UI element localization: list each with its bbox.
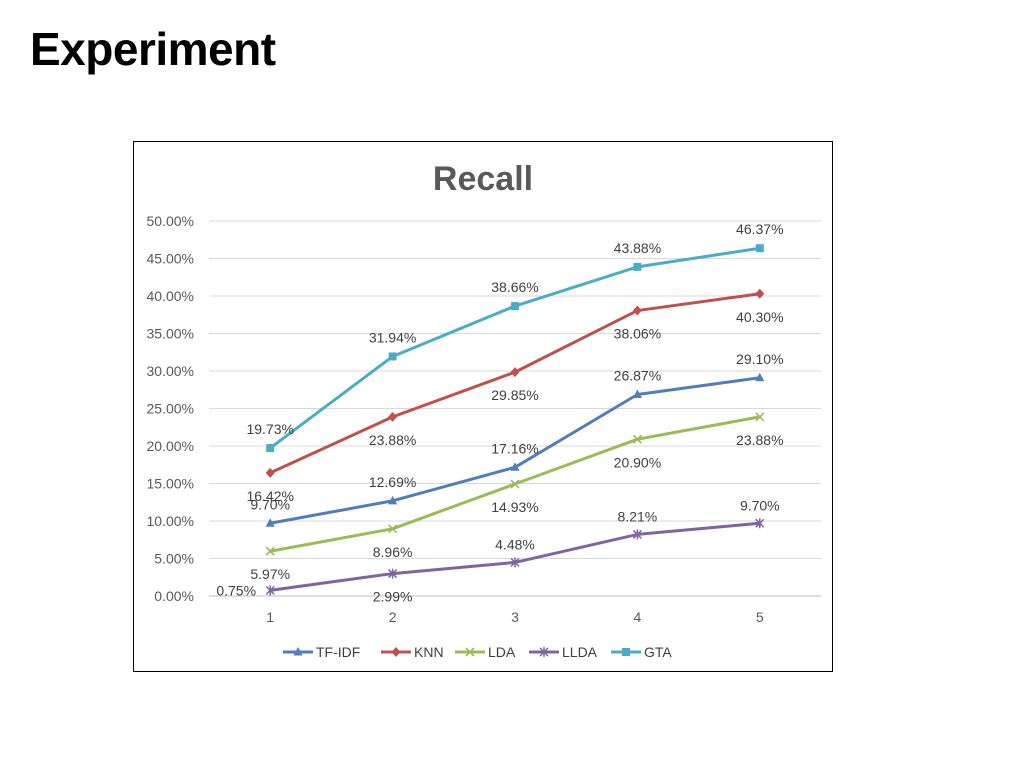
y-tick-label: 0.00% — [154, 588, 194, 604]
data-label-tf-idf: 12.69% — [369, 474, 416, 490]
data-point-knn — [388, 411, 398, 422]
data-point-tf-idf — [510, 462, 520, 471]
data-label-knn: 16.42% — [246, 488, 293, 504]
data-label-gta: 19.73% — [246, 421, 293, 437]
data-label-knn: 38.06% — [614, 326, 661, 342]
data-label-knn: 23.88% — [369, 432, 416, 448]
series-llda — [265, 518, 765, 596]
y-tick-label: 5.00% — [154, 551, 194, 567]
data-label-tf-idf: 9.70% — [250, 496, 290, 512]
legend-label: KNN — [414, 644, 444, 660]
data-label-gta: 31.94% — [369, 329, 416, 345]
data-label-tf-idf: 17.16% — [491, 440, 538, 456]
y-tick-label: 10.00% — [147, 513, 194, 529]
x-tick-label: 5 — [756, 609, 764, 625]
legend-marker — [391, 647, 401, 657]
data-point-llda — [510, 557, 520, 568]
series-lda — [265, 412, 765, 556]
data-point-tf-idf — [755, 372, 765, 382]
y-tick-label: 40.00% — [147, 288, 194, 304]
data-point-lda — [510, 479, 520, 489]
data-point-tf-idf — [632, 389, 642, 398]
legend-marker — [539, 647, 549, 657]
x-tick-label: 2 — [389, 609, 397, 625]
data-point-gta — [633, 262, 642, 271]
y-tick-label: 30.00% — [147, 363, 194, 379]
data-label-tf-idf: 26.87% — [614, 367, 661, 383]
slide-title: Experiment — [30, 23, 276, 75]
legend-item-tf-idf: TF-IDF — [283, 644, 360, 660]
y-tick-label: 15.00% — [147, 476, 194, 492]
y-tick-label: 35.00% — [147, 326, 194, 342]
data-label-lda: 5.97% — [250, 566, 290, 582]
data-point-llda — [388, 568, 398, 579]
chart-container: Recall 0.00% 5.00% 10.00% 15.00% 20.00% 25.00… — [133, 141, 833, 672]
data-label-llda: 4.48% — [495, 536, 535, 552]
series-tf-idf — [265, 372, 765, 527]
x-tick-label: 1 — [266, 609, 274, 625]
y-tick-label: 50.00% — [147, 213, 194, 229]
legend-label: TF-IDF — [316, 644, 360, 660]
y-tick-label: 25.00% — [147, 401, 194, 417]
recall-line-chart: 0.00% 5.00% 10.00% 15.00% 20.00% 25.00% 30.00%… — [147, 213, 821, 660]
data-point-gta — [511, 302, 519, 311]
data-point-llda — [755, 518, 765, 529]
data-point-knn — [755, 288, 765, 299]
y-tick-label: 45.00% — [147, 251, 194, 267]
data-point-knn — [510, 367, 520, 378]
legend-marker — [293, 647, 303, 656]
series-knn — [265, 288, 765, 478]
data-point-knn — [265, 467, 275, 478]
data-point-lda — [632, 434, 642, 444]
data-label-lda: 23.88% — [736, 432, 783, 448]
data-label-llda: 2.99% — [373, 589, 413, 605]
data-point-tf-idf — [265, 518, 275, 527]
data-label-tf-idf: 29.10% — [736, 351, 783, 367]
data-point-llda — [632, 529, 642, 540]
legend-item-llda: LLDA — [529, 644, 598, 660]
y-tick-label: 20.00% — [147, 438, 194, 454]
data-point-lda — [265, 546, 275, 556]
data-point-knn — [632, 305, 642, 316]
data-label-lda: 8.96% — [373, 544, 413, 560]
x-tick-label: 4 — [634, 609, 642, 625]
legend-item-knn: KNN — [381, 644, 444, 660]
data-point-lda — [755, 412, 765, 422]
legend-marker — [622, 648, 630, 656]
data-point-gta — [755, 244, 764, 253]
data-label-gta: 38.66% — [491, 279, 538, 295]
data-point-lda — [388, 524, 398, 534]
data-label-lda: 14.93% — [491, 499, 538, 515]
data-label-gta: 43.88% — [614, 240, 661, 256]
data-label-gta: 46.37% — [736, 221, 783, 237]
legend-label: LLDA — [562, 644, 598, 660]
data-label-llda: 9.70% — [740, 497, 780, 513]
legend-item-lda: LDA — [455, 644, 516, 660]
data-point-llda — [265, 585, 275, 596]
series-gta — [266, 244, 764, 453]
data-point-gta — [266, 444, 275, 453]
data-label-llda: 8.21% — [618, 508, 658, 524]
data-point-tf-idf — [388, 495, 398, 505]
x-tick-label: 3 — [511, 609, 519, 625]
data-label-knn: 40.30% — [736, 309, 783, 325]
data-label-lda: 20.90% — [614, 454, 661, 470]
legend-label: GTA — [644, 644, 672, 660]
legend-marker — [465, 647, 475, 657]
legend-label: LDA — [488, 644, 516, 660]
series-line-llda — [268, 521, 762, 592]
data-label-llda: 0.75% — [216, 582, 256, 598]
data-point-gta — [388, 352, 397, 361]
chart-title: Recall — [432, 160, 534, 198]
data-label-knn: 29.85% — [491, 387, 538, 403]
legend-item-gta: GTA — [611, 644, 672, 660]
